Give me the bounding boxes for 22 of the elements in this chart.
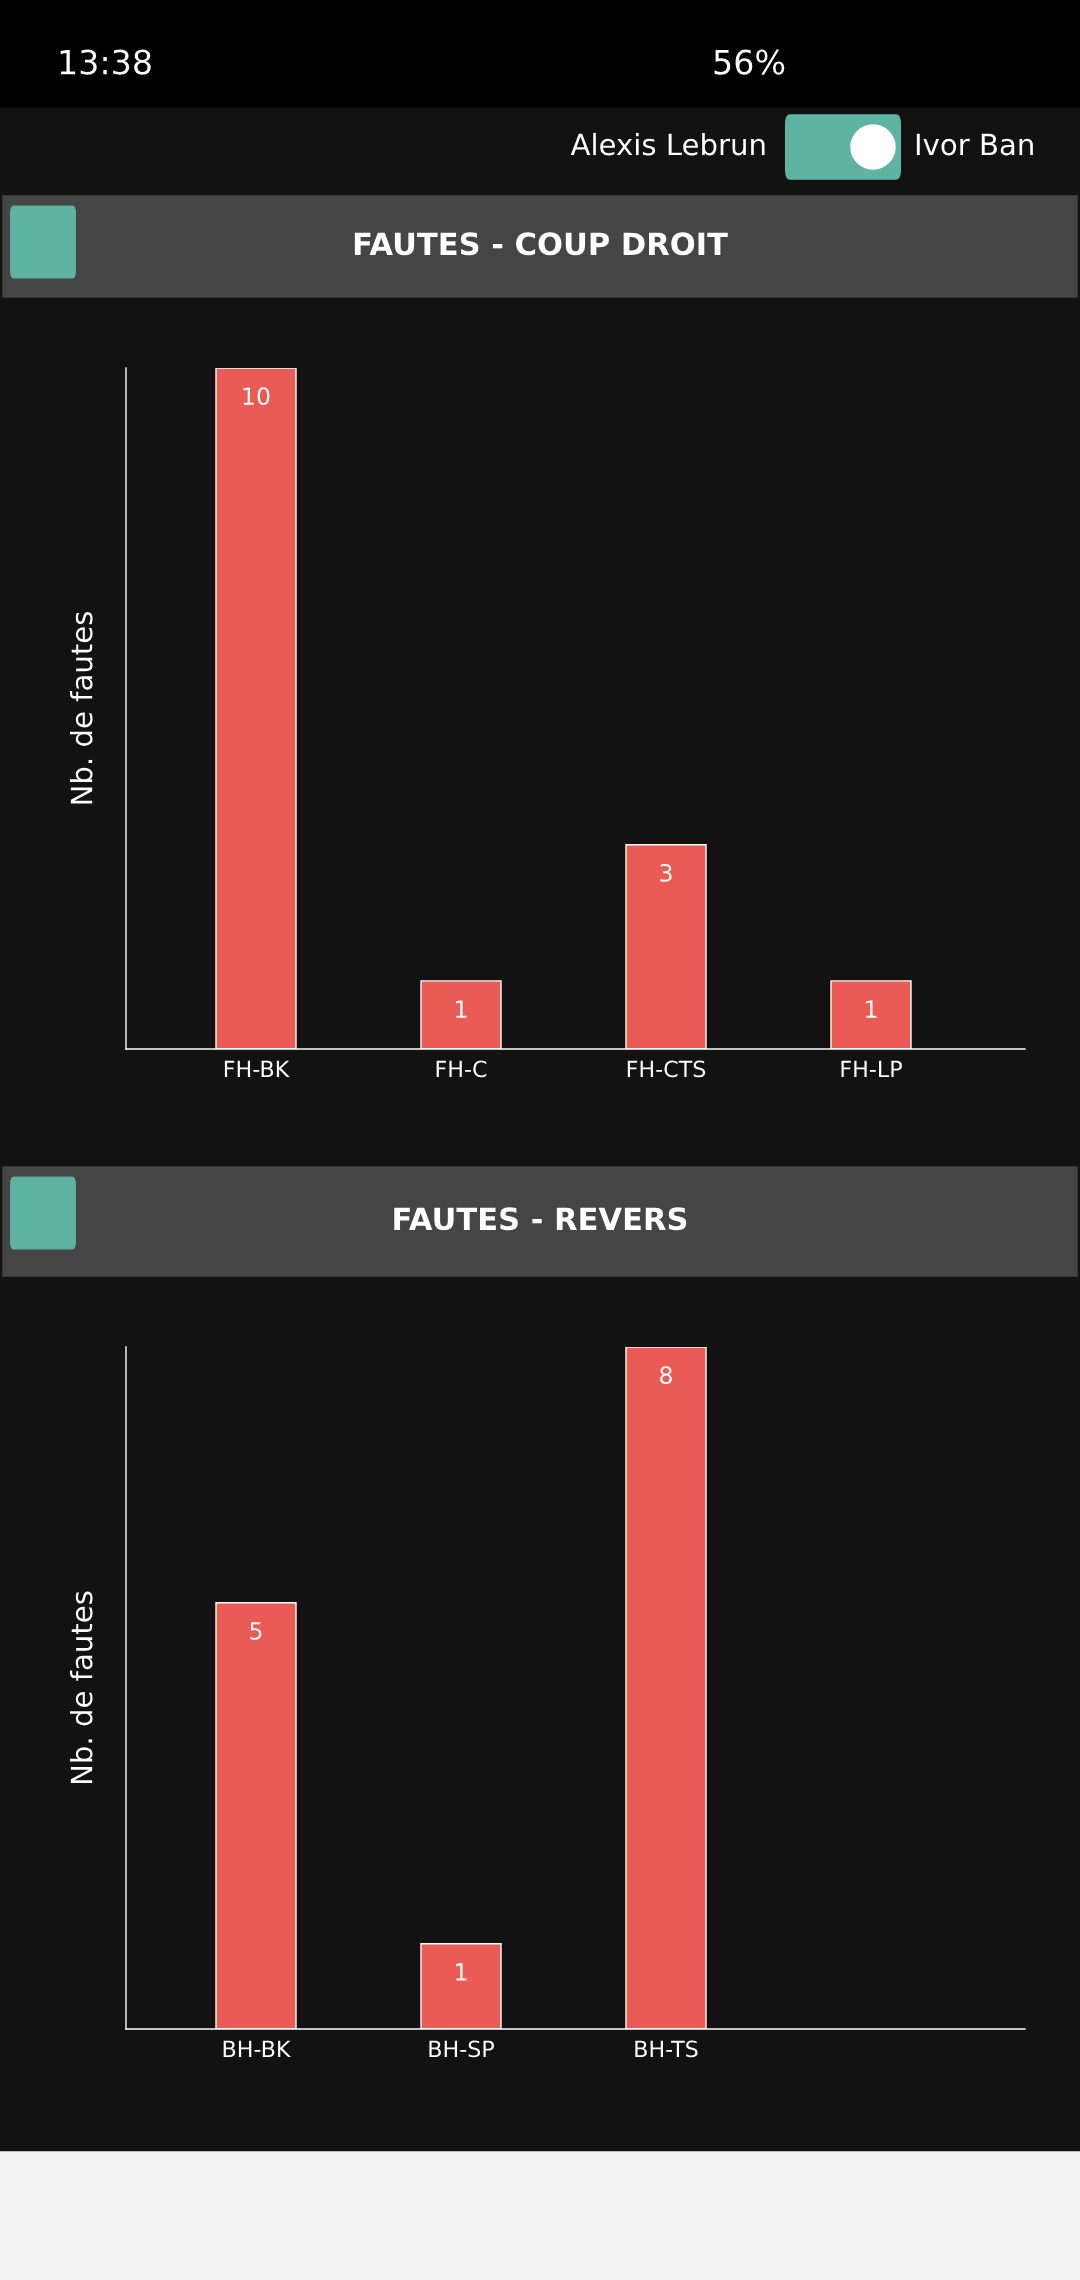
x-tick-label: FH-C <box>436 1060 487 1078</box>
text: 13:38 <box>60 49 151 75</box>
data-label: 8 <box>660 1366 672 1385</box>
x-tick-label: BH-TS <box>635 2040 698 2058</box>
data-label: 1 <box>866 1000 877 1018</box>
x-tick-label: FH-LP <box>841 1060 902 1077</box>
data-label: 10 <box>243 387 270 406</box>
y-axis-title: Nb. de fautes <box>69 1591 93 1784</box>
chart-title: FAUTES - REVERS <box>394 1207 687 1231</box>
x-tick-label: BH-BK <box>223 2040 291 2057</box>
x-tick-label: FH-CTS <box>627 1060 706 1078</box>
text: 56% <box>714 49 785 75</box>
chart-title: FAUTES - COUP DROIT <box>354 232 728 256</box>
x-tick-label: BH-SP <box>429 2040 494 2058</box>
x-tick-label: FH-BK <box>224 1060 290 1077</box>
y-axis-title: Nb. de fautes <box>69 612 93 804</box>
data-label: 3 <box>660 863 672 882</box>
data-label: 1 <box>456 1963 467 1981</box>
text: Ivor Ban <box>916 133 1033 156</box>
data-label: 1 <box>456 1000 467 1018</box>
data-label: 5 <box>250 1622 262 1640</box>
text: Alexis Lebrun <box>570 132 765 156</box>
